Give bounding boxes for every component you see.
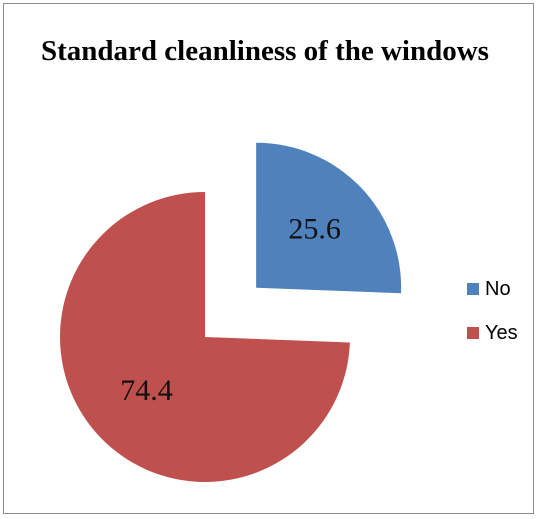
legend-swatch-yes — [467, 327, 479, 339]
legend-item-yes: Yes — [467, 320, 518, 346]
slice-label-yes: 74.4 — [120, 374, 173, 407]
legend-swatch-no — [467, 283, 479, 295]
pie-slice-no — [256, 142, 402, 294]
legend-label-yes: Yes — [485, 321, 518, 344]
slice-label-no: 25.6 — [288, 212, 341, 245]
legend-label-no: No — [485, 277, 511, 300]
legend-item-no: No — [467, 276, 518, 302]
chart-title: Standard cleanliness of the windows — [41, 35, 489, 67]
chart-legend: No Yes — [467, 276, 518, 364]
pie-slice-yes — [59, 192, 350, 482]
